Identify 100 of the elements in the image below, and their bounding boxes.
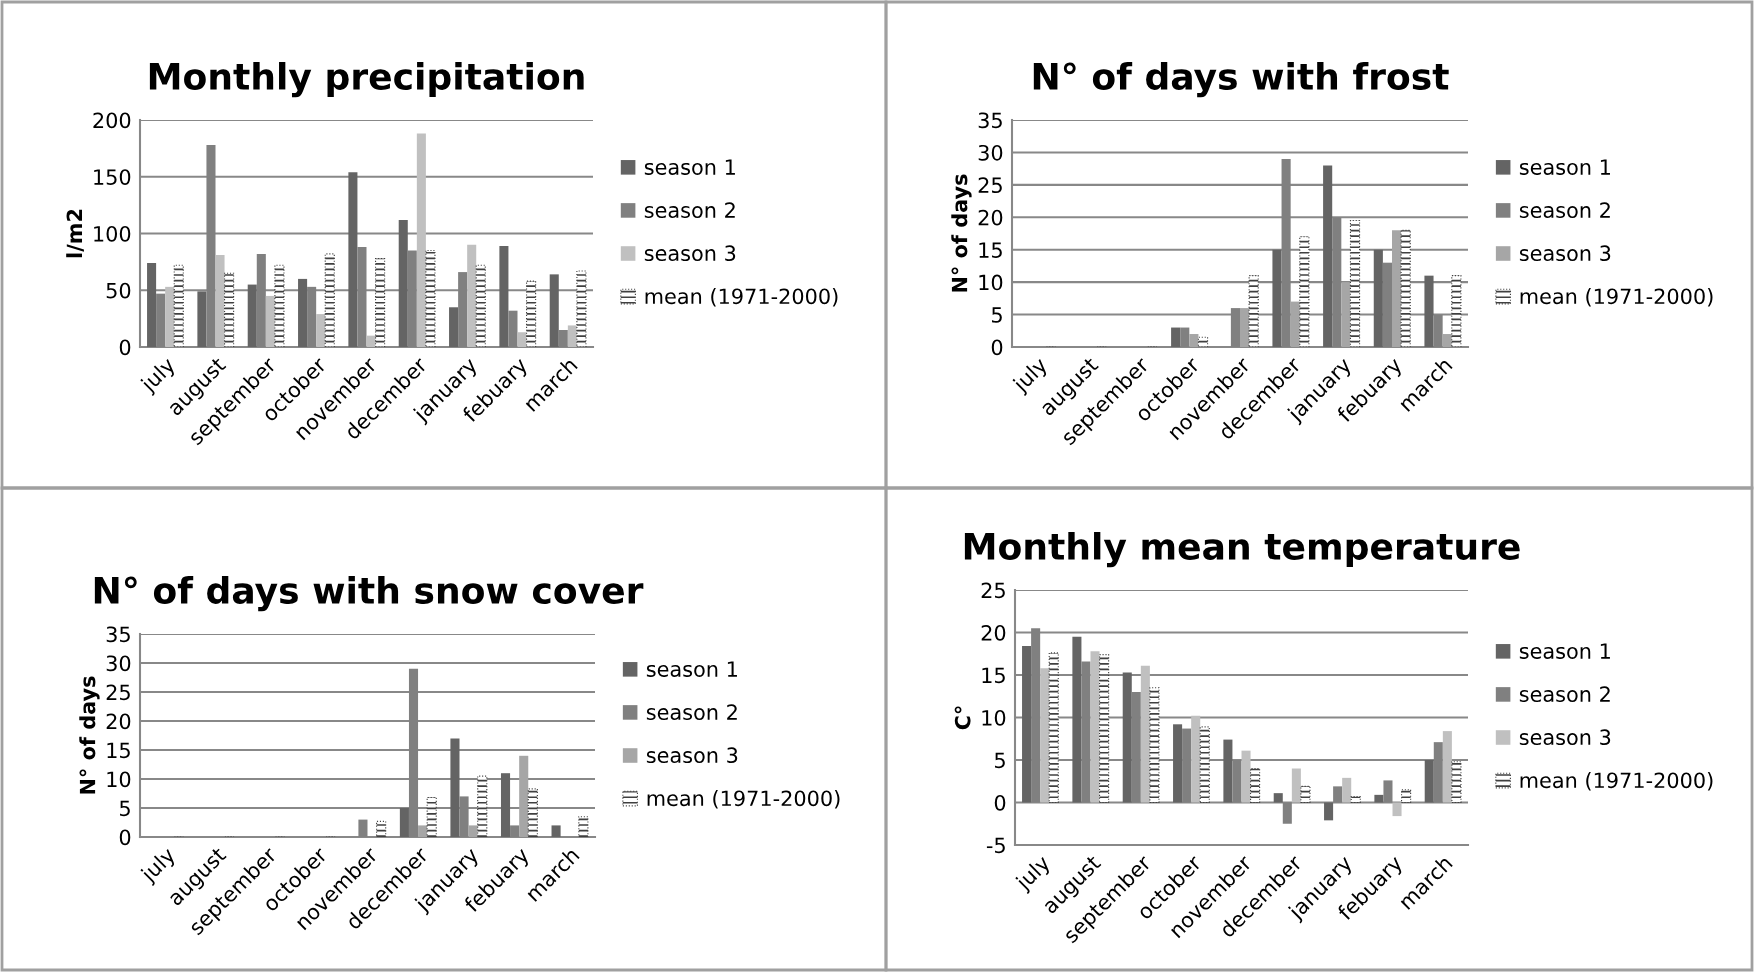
legend-label: season 2 bbox=[644, 202, 735, 219]
bar bbox=[519, 755, 529, 837]
bar bbox=[1424, 760, 1434, 803]
bar bbox=[265, 295, 275, 347]
y-tick-label: 35 bbox=[106, 626, 130, 643]
bar bbox=[418, 825, 428, 837]
bar bbox=[1149, 687, 1160, 804]
y-axis-title: C° bbox=[954, 706, 971, 730]
bar bbox=[1392, 802, 1402, 817]
y-tick-label: 100 bbox=[94, 225, 131, 242]
y-tick-label: 200 bbox=[93, 112, 131, 129]
chart-title: N° of days with frost bbox=[1033, 62, 1449, 98]
bar bbox=[576, 270, 587, 347]
y-tick-label: 25 bbox=[106, 684, 130, 701]
y-tick-label: 0 bbox=[119, 829, 131, 846]
legend-label: season 2 bbox=[1519, 686, 1610, 703]
bar bbox=[1341, 282, 1351, 347]
legend-label: season 1 bbox=[1519, 159, 1610, 175]
bar bbox=[1324, 802, 1334, 821]
bar bbox=[1272, 249, 1282, 347]
y-tick-label: 30 bbox=[106, 655, 131, 672]
bar bbox=[366, 335, 376, 347]
bar bbox=[399, 808, 409, 837]
bar bbox=[425, 249, 436, 347]
bar bbox=[578, 816, 589, 837]
y-tick-label: 10 bbox=[982, 709, 1006, 726]
chart-title: Monthly mean temperature bbox=[964, 532, 1520, 568]
bar bbox=[1374, 794, 1384, 803]
bar bbox=[1241, 750, 1251, 803]
bar bbox=[1140, 665, 1150, 803]
bar bbox=[1173, 724, 1183, 803]
bar bbox=[316, 314, 326, 347]
bar bbox=[173, 264, 184, 347]
bar bbox=[1250, 767, 1261, 804]
y-tick-label: 25 bbox=[981, 582, 1005, 599]
bar bbox=[549, 274, 559, 347]
bar bbox=[1400, 229, 1411, 347]
bar bbox=[1171, 327, 1181, 347]
bar bbox=[348, 172, 358, 347]
legend-label: season 1 bbox=[644, 159, 735, 175]
bar bbox=[1072, 636, 1082, 803]
bar bbox=[398, 219, 408, 347]
bar bbox=[567, 325, 577, 347]
bar bbox=[324, 253, 335, 347]
bar bbox=[1442, 731, 1452, 803]
y-tick-label: 15 bbox=[107, 742, 130, 759]
bar bbox=[1401, 789, 1412, 804]
legend-label: mean (1971-2000) bbox=[1520, 772, 1713, 791]
bar bbox=[375, 257, 386, 347]
bar bbox=[426, 797, 437, 837]
y-tick-label: 15 bbox=[979, 242, 1002, 258]
y-axis-title: l/m2 bbox=[66, 209, 84, 258]
bar bbox=[416, 133, 426, 347]
y-tick-label: 0 bbox=[119, 339, 131, 356]
bar bbox=[499, 245, 509, 347]
bar bbox=[526, 280, 537, 347]
y-tick-label: 25 bbox=[978, 177, 1002, 194]
y-tick-label: 20 bbox=[978, 209, 1003, 226]
bar bbox=[165, 286, 175, 347]
legend-label: season 3 bbox=[1519, 729, 1611, 746]
bar bbox=[1349, 219, 1361, 347]
bar bbox=[527, 788, 538, 837]
y-tick-label: 50 bbox=[106, 282, 131, 299]
legend-label: season 2 bbox=[646, 704, 737, 721]
bar bbox=[1323, 165, 1333, 347]
legend-label: season 1 bbox=[1519, 643, 1610, 659]
legend-label: mean (1971-2000) bbox=[1520, 288, 1713, 307]
y-tick-label: 5 bbox=[995, 752, 1005, 769]
bar bbox=[1122, 672, 1132, 803]
bar bbox=[1424, 275, 1434, 347]
y-tick-label: 30 bbox=[978, 144, 1003, 161]
bar bbox=[1442, 334, 1452, 347]
bar bbox=[517, 332, 527, 347]
bar bbox=[1273, 793, 1283, 803]
bar bbox=[1240, 308, 1250, 347]
legend-label: season 3 bbox=[646, 747, 738, 764]
y-tick-label: 35 bbox=[978, 112, 1002, 129]
legend-label: season 2 bbox=[1519, 202, 1610, 219]
y-tick-label: 5 bbox=[992, 307, 1002, 323]
chart-title: Monthly precipitation bbox=[149, 62, 584, 98]
bar bbox=[1299, 236, 1310, 347]
bar bbox=[1022, 646, 1032, 803]
bar bbox=[1223, 739, 1233, 803]
y-tick-label: 10 bbox=[979, 274, 1003, 291]
y-axis-title: N° of days bbox=[951, 174, 972, 292]
bar bbox=[1191, 715, 1201, 803]
bar bbox=[1392, 230, 1402, 347]
y-tick-label: 150 bbox=[94, 169, 131, 185]
bar bbox=[450, 738, 460, 837]
bar bbox=[298, 278, 308, 347]
bar bbox=[1189, 334, 1199, 347]
bar bbox=[1300, 785, 1311, 804]
y-axis-title: N° of days bbox=[79, 676, 100, 794]
bar bbox=[1373, 249, 1383, 347]
y-tick-label: -5 bbox=[986, 837, 1005, 854]
bar bbox=[1040, 668, 1050, 803]
y-tick-label: 0 bbox=[994, 794, 1006, 811]
bar bbox=[551, 825, 561, 837]
bar bbox=[1197, 336, 1209, 347]
bar bbox=[1199, 726, 1210, 804]
